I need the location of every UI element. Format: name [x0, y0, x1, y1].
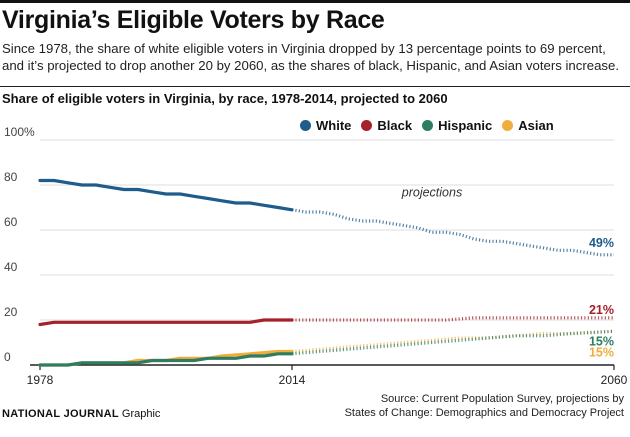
- end-label-white: 49%: [589, 236, 614, 250]
- legend-label-white: White: [316, 117, 352, 133]
- legend-label-hispanic: Hispanic: [438, 117, 493, 133]
- y-tick-label-20: 20: [4, 305, 18, 319]
- footer-brand: NATIONAL JOURNAL: [2, 408, 119, 420]
- series-projection-white: [291, 208, 614, 257]
- page-title: Virginia’s Eligible Voters by Race: [2, 6, 385, 34]
- legend-swatch-black: [361, 119, 373, 131]
- x-tick-label-1978: 1978: [27, 373, 54, 387]
- series-projection-hispanic: [291, 329, 615, 356]
- legend-item-white: White: [300, 118, 351, 133]
- chart-title: Share of eligible voters in Virginia, by…: [2, 91, 448, 106]
- source-note: Source: Current Population Survey, proje…: [324, 392, 624, 420]
- top-rule: [0, 0, 630, 3]
- footer-brand-suffix: Graphic: [121, 408, 161, 420]
- footer-credit: NATIONAL JOURNAL Graphic: [2, 408, 160, 420]
- legend-item-hispanic: Hispanic: [422, 118, 492, 133]
- series-projection-black: [292, 316, 614, 322]
- legend-item-asian: Asian: [502, 117, 554, 133]
- legend-label-black: Black: [377, 117, 413, 133]
- series-line-hispanic: [38, 352, 294, 367]
- end-label-black: 21%: [589, 303, 614, 317]
- legend-item-black: Black: [361, 118, 412, 133]
- x-tick-label-2014: 2014: [279, 373, 306, 387]
- y-tick-label-0: 0: [4, 350, 11, 364]
- legend-swatch-asian: [502, 119, 514, 131]
- chart-legend: White Black Hispanic Asian: [300, 116, 564, 134]
- source-line-1: Source: Current Population Survey, proje…: [380, 393, 624, 405]
- legend-swatch-white: [300, 119, 311, 131]
- x-tick-label-2060: 2060: [601, 373, 628, 387]
- y-tick-label-80: 80: [4, 170, 18, 184]
- end-label-hispanic: 15%: [589, 334, 614, 348]
- end-label-asian: 15%: [589, 345, 614, 359]
- y-tick-label-40: 40: [4, 260, 18, 274]
- y-tick-label-60: 60: [4, 215, 18, 229]
- projections-annotation: projections: [401, 185, 462, 199]
- source-line-2: States of Change: Demographics and Democ…: [344, 407, 624, 419]
- legend-swatch-hispanic: [422, 119, 434, 131]
- page-subtitle: Since 1978, the share of white eligible …: [2, 41, 620, 73]
- y-tick-label-100: 100%: [4, 125, 35, 139]
- legend-label-asian: Asian: [518, 117, 554, 133]
- series-line-white: [38, 178, 294, 212]
- series-line-black: [38, 318, 294, 327]
- section-rule: [0, 86, 630, 87]
- series-projection-asian: [291, 329, 615, 354]
